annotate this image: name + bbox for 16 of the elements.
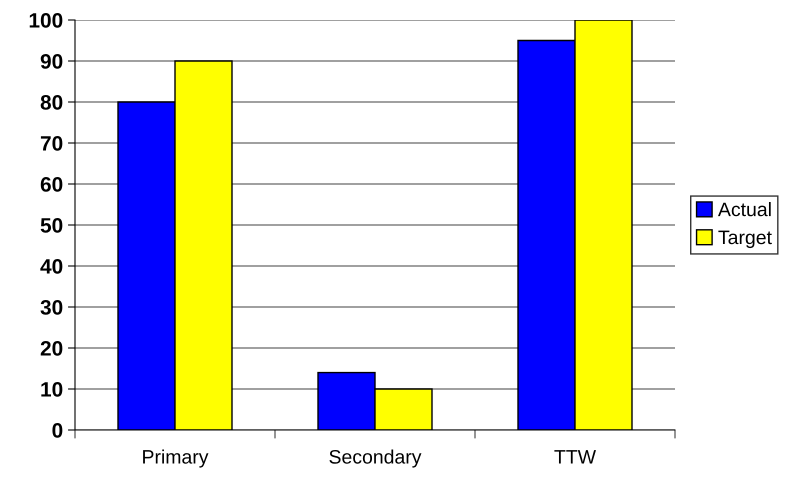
legend-label: Actual bbox=[718, 202, 771, 216]
y-tick-label: 100 bbox=[30, 13, 62, 28]
y-tick-label: 30 bbox=[40, 300, 62, 315]
y-tick-label: 80 bbox=[40, 95, 62, 110]
y-tick-label: 40 bbox=[40, 259, 62, 274]
x-tick-label: TTW bbox=[554, 450, 596, 464]
y-tick-label: 90 bbox=[40, 54, 62, 69]
y-tick-label: 10 bbox=[41, 382, 62, 397]
y-tick-label: 60 bbox=[40, 177, 62, 192]
legend-label: Target bbox=[718, 230, 772, 248]
y-tick-label: 50 bbox=[40, 218, 62, 233]
x-tick-label: Secondary bbox=[329, 449, 422, 468]
y-tick-label: 0 bbox=[52, 423, 62, 438]
x-tick-label: Primary bbox=[143, 449, 208, 468]
y-tick-label: 70 bbox=[40, 136, 62, 151]
y-tick-label: 20 bbox=[40, 341, 62, 356]
